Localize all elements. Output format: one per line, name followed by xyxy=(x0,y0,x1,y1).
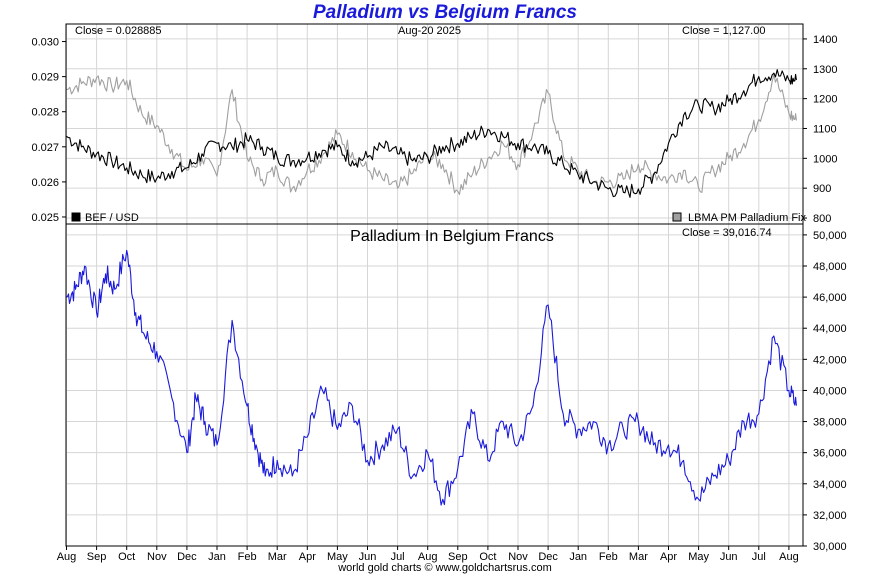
x-tick-label: Dec xyxy=(538,551,558,563)
series-line-palladium-fix xyxy=(66,74,797,195)
top-right-tick-label: 1400 xyxy=(813,34,837,46)
x-tick-label: Sep xyxy=(87,551,107,563)
top-right-tick-label: 1100 xyxy=(813,123,837,135)
bottom-panel-title: Palladium In Belgium Francs xyxy=(350,228,554,245)
x-tick-label: Mar xyxy=(268,551,287,563)
series-line-palladium-in-bef xyxy=(66,249,797,506)
bottom-right-tick-label: 46,000 xyxy=(813,292,847,304)
top-right-tick-label: 900 xyxy=(813,183,831,195)
legend-swatch-bef xyxy=(71,212,81,222)
bottom-panel-frame xyxy=(65,223,804,547)
top-right-tick-label: 1300 xyxy=(813,64,837,76)
x-tick-label: Oct xyxy=(479,551,496,563)
x-tick-label: Jul xyxy=(391,551,405,563)
bottom-right-tick-label: 44,000 xyxy=(813,323,847,335)
top-panel-series xyxy=(66,69,797,198)
top-close-right: Close = 1,127.00 xyxy=(682,25,765,37)
top-panel-grid xyxy=(66,24,803,224)
x-tick-label: Jun xyxy=(359,551,377,563)
x-tick-label: Apr xyxy=(299,551,316,563)
top-left-tick-label: 0.030 xyxy=(31,37,59,49)
bottom-right-tick-label: 40,000 xyxy=(813,385,847,397)
footer-credit: world gold charts © www.goldchartsrus.co… xyxy=(338,562,552,574)
top-right-tick-label: 1000 xyxy=(813,153,837,165)
x-tick-label: Jun xyxy=(720,551,738,563)
x-tick-label: Jan xyxy=(208,551,226,563)
bottom-right-tick-label: 30,000 xyxy=(813,541,847,553)
bottom-panel-grid xyxy=(66,224,803,547)
series-line-bef-usd xyxy=(66,69,797,198)
x-tick-label: Nov xyxy=(147,551,167,563)
top-left-tick-label: 0.028 xyxy=(31,107,59,119)
top-left-tick-label: 0.025 xyxy=(31,212,59,224)
x-tick-label: Sep xyxy=(448,551,468,563)
x-tick-label: Aug xyxy=(418,551,438,563)
top-right-tick-label: 1200 xyxy=(813,94,837,106)
x-tick-label: Dec xyxy=(177,551,197,563)
top-left-tick-label: 0.029 xyxy=(31,72,59,84)
bottom-right-tick-label: 32,000 xyxy=(813,510,847,522)
x-tick-label: Oct xyxy=(118,551,135,563)
x-tick-label: Nov xyxy=(508,551,528,563)
chart-title: Palladium vs Belgium Francs xyxy=(313,2,577,23)
x-tick-label: Mar xyxy=(629,551,648,563)
top-close-left: Close = 0.028885 xyxy=(75,25,162,37)
bottom-panel-series xyxy=(66,249,797,506)
legend-swatch-palladium-fix xyxy=(672,212,682,222)
bottom-right-tick-label: 50,000 xyxy=(813,230,847,242)
x-tick-label: May xyxy=(327,551,348,563)
bottom-right-tick-label: 36,000 xyxy=(813,448,847,460)
bottom-right-tick-label: 38,000 xyxy=(813,417,847,429)
axes: 0.025 0.026 0.027 0.028 0.029 0.030 800 900 1000… xyxy=(31,23,847,563)
top-left-tick-label: 0.027 xyxy=(31,142,59,154)
x-tick-label: Feb xyxy=(599,551,618,563)
x-tick-label: May xyxy=(688,551,709,563)
top-panel-frame xyxy=(65,23,804,225)
top-left-tick-label: 0.026 xyxy=(31,177,59,189)
x-tick-label: Jan xyxy=(569,551,587,563)
legend-label-palladium-fix: LBMA PM Palladium Fix xyxy=(688,212,806,224)
x-tick-label: Feb xyxy=(238,551,257,563)
x-tick-label: Aug xyxy=(57,551,77,563)
bottom-close-right: Close = 39,016.74 xyxy=(682,227,772,239)
x-tick-label: Apr xyxy=(660,551,677,563)
x-tick-label: Jul xyxy=(752,551,766,563)
bottom-right-tick-label: 42,000 xyxy=(813,354,847,366)
bottom-right-tick-label: 48,000 xyxy=(813,261,847,273)
top-date: Aug-20 2025 xyxy=(398,25,461,37)
top-right-tick-label: 800 xyxy=(813,213,831,225)
bottom-right-tick-label: 34,000 xyxy=(813,479,847,491)
x-tick-label: Aug xyxy=(779,551,799,563)
legend-label-bef: BEF / USD xyxy=(85,212,139,224)
